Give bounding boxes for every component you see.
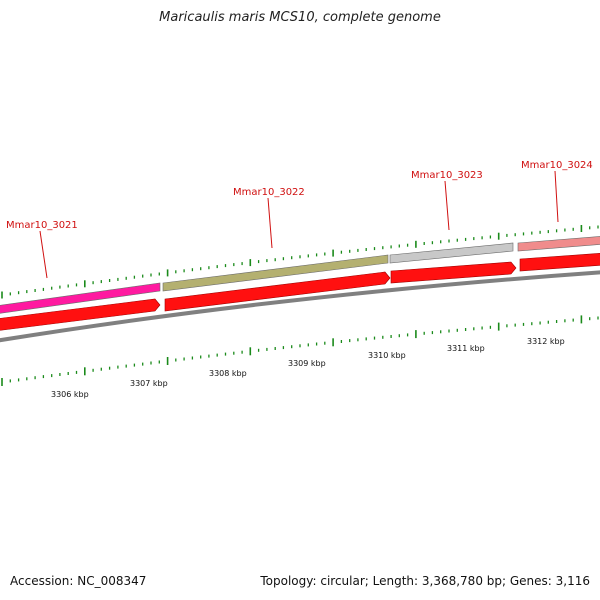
genome-summary-text: Topology: circular; Length: 3,368,780 bp…: [260, 574, 590, 588]
kbp-label: 3309 kbp: [288, 359, 326, 368]
cds-arrow-2[interactable]: [164, 271, 391, 312]
gene-bar-mmar10-3023[interactable]: [389, 242, 514, 264]
cds-arrow-4[interactable]: [519, 253, 600, 272]
outer-tick-track: [1, 225, 599, 299]
kbp-label: 3311 kbp: [447, 344, 485, 353]
gene-bar-mmar10-3021[interactable]: [0, 282, 161, 314]
kbp-label: 3310 kbp: [368, 351, 406, 360]
gene-bar-mmar10-3022[interactable]: [162, 254, 389, 292]
inner-tick-track: [1, 315, 599, 386]
accession-text: Accession: NC_008347: [10, 574, 147, 588]
gene-label-mmar10-3024[interactable]: Mmar10_3024: [521, 160, 593, 171]
gene-track: [0, 236, 600, 314]
cds-arrow-3[interactable]: [390, 261, 517, 284]
gene-label-mmar10-3021[interactable]: Mmar10_3021: [6, 220, 78, 231]
map-title: Maricaulis maris MCS10, complete genome: [159, 10, 441, 25]
label-leader-lines: [39, 170, 559, 279]
kbp-label: 3307 kbp: [130, 379, 168, 388]
kbp-label: 3306 kbp: [51, 390, 89, 399]
gene-label-mmar10-3022[interactable]: Mmar10_3022: [233, 187, 305, 198]
gene-label-mmar10-3023[interactable]: Mmar10_3023: [411, 170, 483, 181]
kbp-label: 3308 kbp: [209, 369, 247, 378]
cds-track: [0, 253, 600, 331]
cds-arrow-1[interactable]: [0, 298, 161, 331]
backbone-arc: [0, 270, 600, 343]
gene-bar-mmar10-3024[interactable]: [517, 236, 600, 252]
kbp-label: 3312 kbp: [527, 337, 565, 346]
